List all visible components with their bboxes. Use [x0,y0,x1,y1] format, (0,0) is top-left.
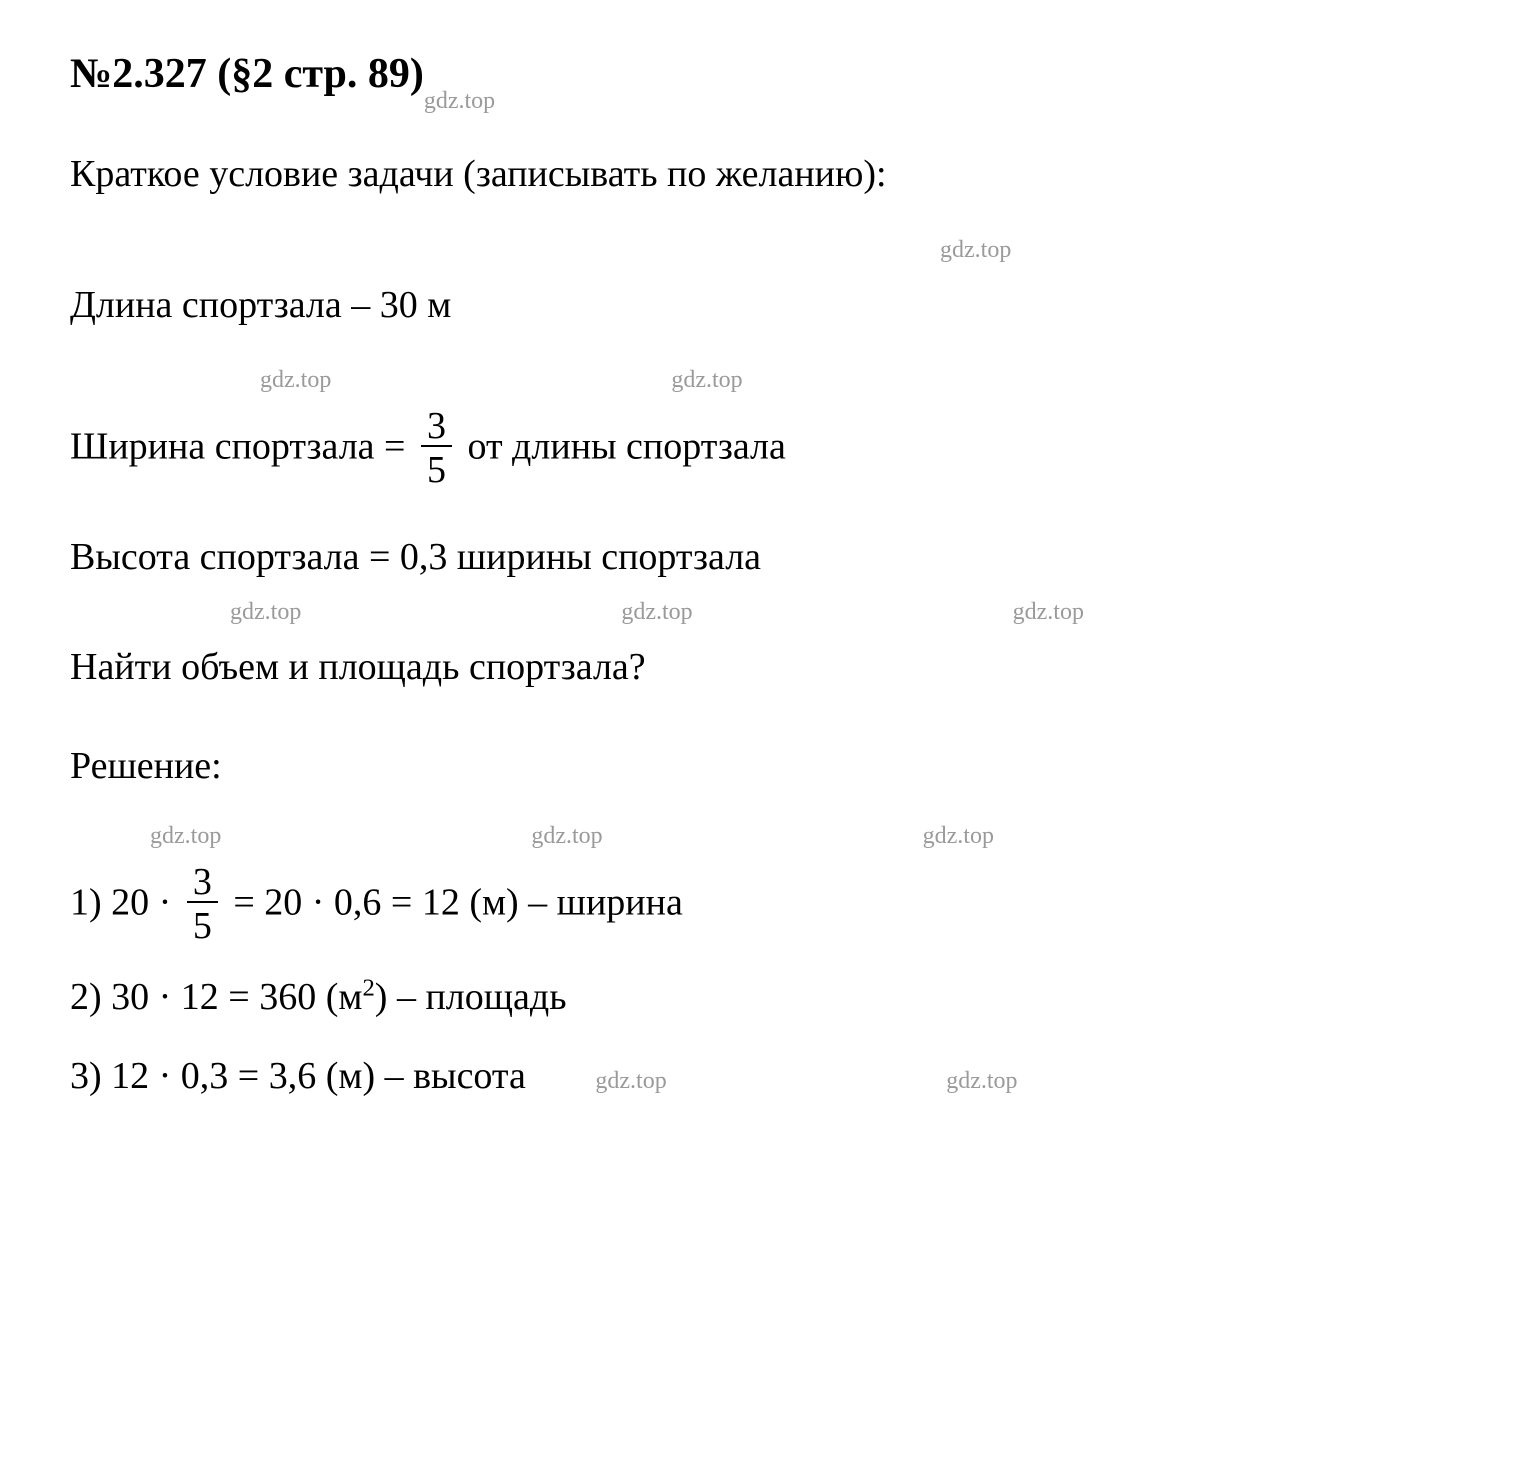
watermark: gdz.top [150,823,221,850]
solution-step-2-prefix: 2) 30 · 12 = 360 (м [70,976,362,1018]
watermark: gdz.top [946,1068,1017,1094]
fraction-numerator: 3 [187,863,218,903]
watermark: gdz.top [260,367,331,394]
solution-step-3: 3) 12 · 0,3 = 3,6 (м) – высота gdz.top g… [70,1048,1453,1105]
given-line-2-prefix: Ширина спортзала = [70,425,415,467]
given-line-4: Найти объем и площадь спортзала? [70,641,1453,694]
watermark: gdz.top [940,237,1011,264]
fraction-3-5-sol: 35 [187,863,218,945]
solution-step-2-sup: 2 [362,974,374,1001]
solution-heading: Решение: [70,744,1453,788]
watermark: gdz.top [923,823,994,850]
problem-title: №2.327 (§2 стр. 89)gdz.top [70,50,1453,103]
given-line-3: Высота спортзала = 0,3 ширины спортзала [70,531,1453,584]
given-line-2-suffix: от длины спортзала [458,425,786,467]
watermark: gdz.top [230,599,301,626]
fraction-numerator: 3 [421,407,452,447]
fraction-denominator: 5 [421,447,452,489]
title-watermark: gdz.top [424,88,495,114]
watermark-row-4: gdz.top gdz.top gdz.top [70,823,1453,850]
solution-step-3-text: 3) 12 · 0,3 = 3,6 (м) – высота [70,1055,526,1097]
section-reference: (§2 стр. 89) [217,51,424,97]
solution-step-1-prefix: 1) 20 · [70,882,181,924]
fraction-3-5: 35 [421,407,452,489]
solution-step-1: 1) 20 · 35 = 20 · 0,6 = 12 (м) – ширина [70,865,1453,947]
watermark-row-3: gdz.top gdz.top gdz.top [70,599,1453,626]
given-line-1: Длина спортзала – 30 м [70,279,1453,332]
watermark: gdz.top [621,599,692,626]
problem-number: №2.327 [70,51,207,97]
fraction-denominator: 5 [187,903,218,945]
watermark: gdz.top [595,1068,666,1094]
given-line-2: Ширина спортзала = 35 от длины спортзала [70,409,1453,491]
solution-step-1-suffix: = 20 · 0,6 = 12 (м) – ширина [224,882,683,924]
watermark-row-1: gdz.top [70,237,1453,264]
solution-step-2: 2) 30 · 12 = 360 (м2) – площадь [70,969,1453,1026]
solution-step-2-suffix: ) – площадь [375,976,567,1018]
watermark: gdz.top [531,823,602,850]
watermark: gdz.top [671,367,742,394]
watermark-row-2: gdz.top gdz.top [70,367,1453,394]
intro-text: Краткое условие задачи (записывать по же… [70,148,1453,201]
watermark: gdz.top [1013,599,1084,626]
